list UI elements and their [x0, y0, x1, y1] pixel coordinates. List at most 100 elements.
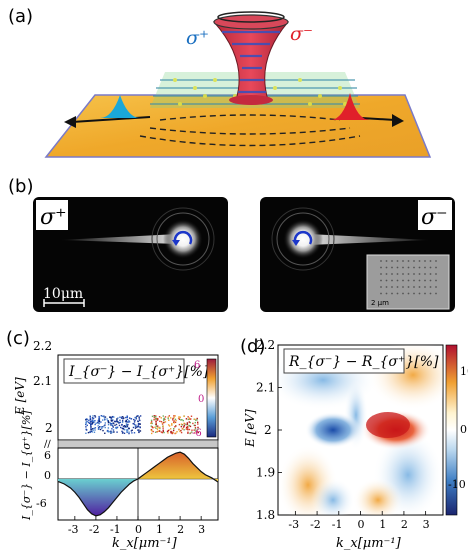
sem-hole: [424, 266, 426, 269]
scatter-point: [103, 425, 105, 427]
scatter-point: [98, 428, 100, 430]
sem-hole: [380, 292, 382, 295]
scatter-point: [130, 430, 133, 432]
scatter-point: [107, 431, 110, 433]
scatter-point: [119, 421, 122, 424]
scatter-point: [186, 426, 189, 429]
scatter-point: [136, 426, 138, 428]
x-tick-label: -3: [68, 523, 79, 536]
scatter-point: [175, 432, 177, 434]
scatter-point: [150, 422, 152, 424]
scatter-point: [123, 425, 126, 427]
scatter-point: [103, 416, 106, 419]
sem-hole: [391, 292, 393, 295]
scatter-point: [91, 417, 94, 419]
scatter-point: [197, 423, 199, 425]
scatter-point: [131, 432, 133, 434]
scatter-point: [158, 416, 161, 418]
x-tick-label: 2: [401, 518, 408, 531]
scatter-point: [110, 422, 113, 425]
scatter-point: [118, 424, 121, 427]
scatter-point: [90, 429, 92, 431]
scatter-point: [194, 419, 197, 421]
scatter-point: [179, 430, 181, 433]
scatter-point: [132, 422, 134, 425]
sem-hole: [391, 273, 393, 275]
sem-hole: [429, 292, 432, 295]
scatter-point: [98, 420, 101, 423]
sem-hole: [402, 292, 404, 295]
scatter-point: [180, 431, 183, 434]
scatter-point: [154, 431, 157, 433]
scatter-point: [98, 419, 101, 421]
scatter-point: [197, 426, 199, 429]
scatter-point: [153, 416, 156, 419]
scatter-point: [126, 416, 128, 419]
scatter-point: [164, 418, 166, 421]
sem-hole: [402, 266, 404, 269]
scatter-point: [90, 430, 92, 433]
scatter-point: [196, 417, 198, 420]
scatter-point: [182, 419, 184, 422]
sem-hole: [391, 279, 393, 282]
scatter-point: [155, 416, 157, 418]
sem-hole: [407, 292, 410, 295]
scatter-point: [126, 431, 128, 433]
scatter-point: [157, 425, 159, 427]
scatter-point: [187, 416, 189, 418]
scatter-point: [116, 426, 119, 428]
scatter-point: [150, 432, 153, 435]
panel-d-title: R_{σ⁻} − R_{σ⁺}[%]: [288, 354, 439, 370]
scatter-point: [107, 427, 110, 429]
scatter-point: [124, 425, 127, 427]
sem-hole: [424, 279, 426, 282]
sem-hole: [407, 266, 410, 269]
scatter-point: [139, 430, 142, 432]
scatter-point: [153, 418, 155, 421]
scatter-point: [106, 418, 108, 420]
x-tick-label: 1: [156, 523, 163, 536]
scatter-point: [190, 415, 193, 417]
scatter-point: [151, 429, 153, 432]
y-tick-label: 1.8: [256, 508, 275, 522]
scatter-point: [151, 426, 154, 428]
scatter-point: [134, 416, 136, 419]
panel-d-plot: R_{σ⁻} − R_{σ⁺}[%] 10 0 -10 2.22.121.91.…: [243, 338, 468, 550]
scalebar: [43, 299, 85, 307]
scatter-point: [131, 429, 133, 431]
scatter-point: [183, 422, 185, 425]
scatter-point: [116, 431, 118, 433]
scatter-point: [150, 419, 153, 422]
scatter-point: [155, 423, 157, 426]
sem-inset-holes: [380, 260, 437, 295]
scatter-point: [111, 425, 114, 427]
sem-hole: [429, 260, 432, 262]
panel-label-c: (c): [6, 328, 30, 349]
scatter-point: [122, 425, 125, 428]
scatter-point: [197, 428, 199, 430]
scatter-point: [172, 417, 174, 420]
scatter-point: [185, 423, 187, 426]
sem-hole: [418, 286, 421, 288]
scatter-point: [139, 423, 141, 426]
scatter-point: [194, 426, 197, 429]
cb-c-tick-top: 6: [194, 360, 200, 371]
scatter-point: [88, 422, 91, 424]
positive-area: [138, 452, 218, 482]
scatter-point: [137, 425, 139, 428]
sem-hole: [418, 266, 421, 269]
scatter-point: [122, 418, 124, 420]
sem-hole: [385, 286, 388, 288]
scatter-point: [185, 418, 188, 420]
scatter-point: [193, 418, 196, 420]
scatter-point: [87, 421, 90, 424]
scatter-point: [97, 425, 99, 427]
scatter-point: [94, 429, 96, 431]
scatter-point: [174, 415, 176, 417]
scatter-point: [100, 426, 103, 428]
scatter-point: [193, 424, 196, 427]
sem-hole: [385, 279, 388, 282]
scatter-point: [115, 420, 117, 423]
scatter-point: [97, 420, 99, 422]
scatter-point: [186, 425, 189, 428]
